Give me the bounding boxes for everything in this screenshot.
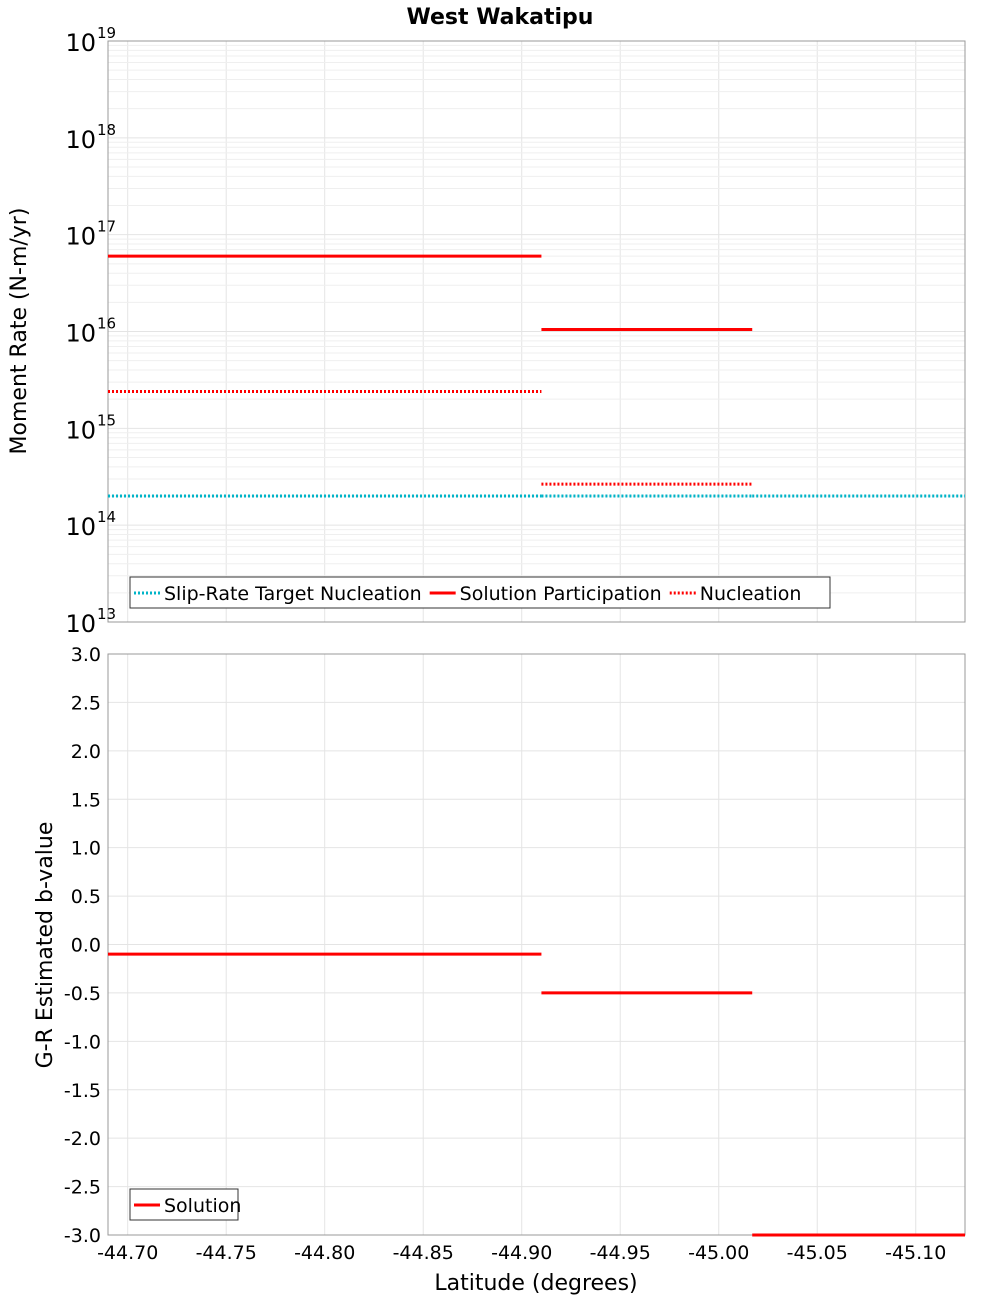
y-tick-label: -1.5 [64,1080,101,1102]
bottom-series [108,952,965,1237]
y-tick-label: 10 [65,320,96,348]
y-tick-label: 10 [65,126,96,154]
bottom-grid [108,653,965,1236]
x-tick-label: -45.10 [885,1242,946,1264]
chart-title: West Wakatipu [407,5,594,30]
y-tick-exponent: 15 [97,411,116,429]
bottom-x-ticks: -44.70 -44.75 -44.80 -44.85 -44.90 -44.95 -45.… [97,1242,946,1264]
x-tick-label: -44.85 [393,1242,454,1264]
y-tick-label: 0.5 [71,886,101,908]
legend-label: Slip-Rate Target Nucleation [164,583,422,605]
bottom-legend: Solution [129,1188,241,1221]
bottom-y-axis-label: G-R Estimated b-value [33,822,58,1069]
legend-label: Nucleation [700,583,802,605]
x-tick-label: -44.75 [196,1242,257,1264]
y-tick-label: 10 [65,223,96,251]
y-tick-exponent: 16 [97,315,116,333]
legend-label: Solution [164,1195,241,1217]
legend-box [129,576,831,609]
y-tick-label: 10 [65,29,96,57]
top-grid [108,40,965,623]
y-tick-label: 10 [65,610,96,638]
y-tick-label: 10 [65,416,96,444]
y-tick-label: 1.0 [71,838,101,860]
x-tick-label: -45.00 [688,1242,749,1264]
y-tick-label: 3.0 [71,644,101,666]
y-tick-label: 2.5 [71,692,101,714]
y-tick-label: 2.0 [71,741,101,763]
y-tick-exponent: 13 [97,605,116,623]
x-tick-label: -44.95 [590,1242,651,1264]
y-tick-exponent: 19 [97,24,116,42]
y-tick-exponent: 18 [97,121,116,139]
x-tick-label: -44.90 [491,1242,552,1264]
top-y-axis-label: Moment Rate (N-m/yr) [7,208,32,455]
top-series [108,254,965,498]
y-tick-label: -1.0 [64,1031,101,1053]
bottom-plot-frame [107,653,966,1236]
y-tick-label: 10 [65,513,96,541]
x-tick-label: -45.05 [787,1242,848,1264]
x-tick-label: -44.80 [294,1242,355,1264]
y-tick-label: 0.0 [71,935,101,957]
y-tick-label: -2.5 [64,1177,101,1199]
y-tick-exponent: 14 [97,508,116,526]
y-tick-exponent: 17 [97,218,116,236]
top-legend: Slip-Rate Target Nucleation Solution Part… [129,576,831,609]
y-tick-label: 1.5 [71,789,101,811]
y-tick-label: -3.0 [64,1225,101,1247]
y-tick-label: -2.0 [64,1128,101,1150]
legend-label: Solution Participation [460,583,662,605]
x-tick-label: -44.70 [97,1242,158,1264]
y-tick-label: -0.5 [64,983,101,1005]
top-plot-frame [107,40,966,623]
x-axis-label: Latitude (degrees) [434,1271,637,1296]
bottom-y-ticks: 3.0 2.5 2.0 1.5 1.0 0.5 0.0 -0.5 -1.0 -1.5 -2.0 -2.… [64,644,101,1247]
